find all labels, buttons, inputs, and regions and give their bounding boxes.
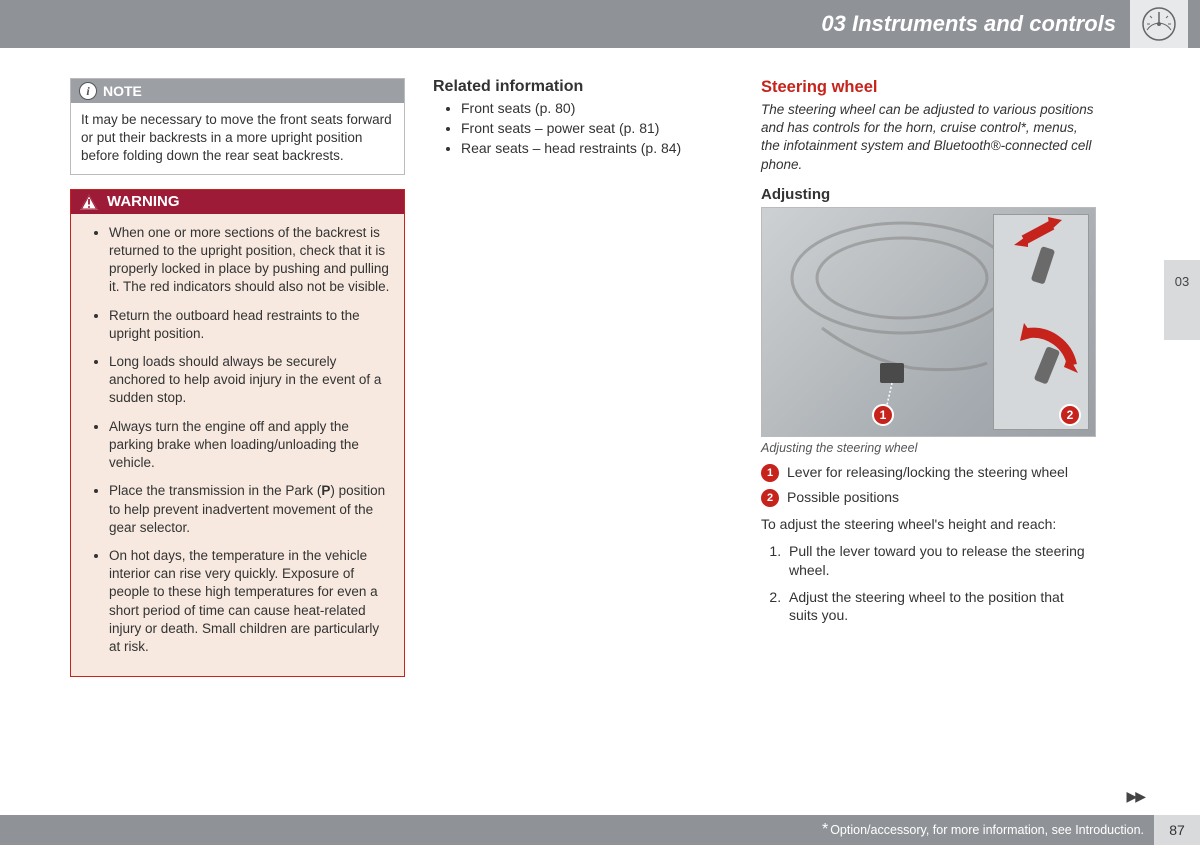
step-item: Adjust the steering wheel to the positio… <box>785 588 1096 626</box>
section-title: Steering wheel <box>761 78 1096 97</box>
warning-item: Always turn the engine off and apply the… <box>109 418 394 473</box>
warning-header: WARNING <box>71 190 404 214</box>
note-header: i NOTE <box>71 79 404 103</box>
note-body: It may be necessary to move the front se… <box>71 103 404 174</box>
chapter-title: 03 Instruments and controls <box>821 11 1116 37</box>
legend-number: 2 <box>761 489 779 507</box>
legend-row: 2 Possible positions <box>761 488 1096 507</box>
figure-legend: 1 Lever for releasing/locking the steerin… <box>761 463 1096 507</box>
note-label: NOTE <box>103 83 142 99</box>
column-3: Steering wheel The steering wheel can be… <box>761 78 1096 677</box>
chapter-icon-box <box>1130 0 1188 48</box>
section-intro: The steering wheel can be adjusted to va… <box>761 101 1096 174</box>
column-1: i NOTE It may be necessary to move the f… <box>70 78 405 677</box>
legend-text: Lever for releasing/locking the steering… <box>787 463 1068 481</box>
page-header: 03 Instruments and controls <box>0 0 1200 48</box>
legend-number: 1 <box>761 464 779 482</box>
content-area: i NOTE It may be necessary to move the f… <box>0 48 1200 687</box>
footer-note: Option/accessory, for more information, … <box>830 823 1144 837</box>
steps-block: To adjust the steering wheel's height an… <box>761 515 1096 625</box>
step-item: Pull the lever toward you to release the… <box>785 542 1096 580</box>
warning-icon <box>79 193 99 211</box>
related-item: Front seats – power seat (p. 81) <box>461 120 733 136</box>
page-number: 87 <box>1154 815 1200 845</box>
warning-label: WARNING <box>107 193 180 210</box>
related-list: Front seats (p. 80) Front seats – power s… <box>433 100 733 156</box>
column-2: Related information Front seats (p. 80)F… <box>433 78 733 677</box>
adjusting-heading: Adjusting <box>761 186 1096 203</box>
continued-indicator: ▶▶ <box>1126 788 1144 805</box>
steps-intro: To adjust the steering wheel's height an… <box>761 515 1096 534</box>
figure-caption: Adjusting the steering wheel <box>761 441 1096 455</box>
warning-body: When one or more sections of the backres… <box>71 214 404 677</box>
related-item: Rear seats – head restraints (p. 84) <box>461 140 733 156</box>
note-box: i NOTE It may be necessary to move the f… <box>70 78 405 175</box>
figure-inset <box>993 214 1089 430</box>
legend-row: 1 Lever for releasing/locking the steerin… <box>761 463 1096 482</box>
warning-item: Long loads should always be securely anc… <box>109 353 394 408</box>
related-item: Front seats (p. 80) <box>461 100 733 116</box>
figure-callout-2: 2 <box>1059 404 1081 426</box>
figure-callout-1: 1 <box>872 404 894 426</box>
gauge-icon <box>1139 4 1179 44</box>
info-icon: i <box>79 82 97 100</box>
warning-box: WARNING When one or more sections of the… <box>70 189 405 678</box>
related-heading: Related information <box>433 78 733 96</box>
page-footer: * Option/accessory, for more information… <box>0 815 1200 845</box>
legend-text: Possible positions <box>787 488 899 506</box>
steering-figure: 1 2 <box>761 207 1096 437</box>
warning-item: When one or more sections of the backres… <box>109 224 394 297</box>
warning-item: Return the outboard head restraints to t… <box>109 307 394 343</box>
steps-list: Pull the lever toward you to release the… <box>761 542 1096 626</box>
warning-item: On hot days, the temperature in the vehi… <box>109 547 394 656</box>
warning-item: Place the transmission in the Park (P) p… <box>109 482 394 537</box>
